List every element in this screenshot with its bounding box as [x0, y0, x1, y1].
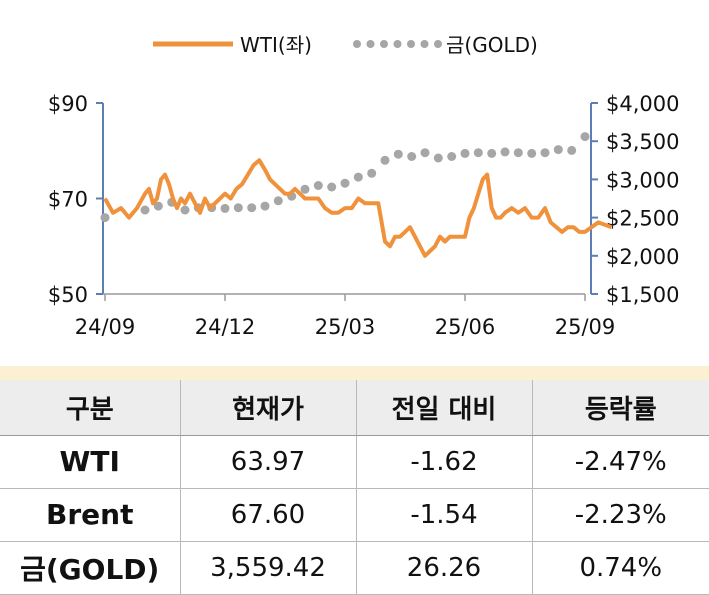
divider-band	[0, 366, 709, 380]
legend-gold-label: 금(GOLD)	[446, 33, 538, 57]
left-tick-label: $70	[48, 188, 88, 212]
gold-point	[353, 172, 363, 182]
legend-gold-dot	[366, 40, 375, 48]
table-header-row: 구분 현재가 전일 대비 등락률	[0, 380, 709, 436]
table-row: 금(GOLD) 3,559.42 26.26 0.74%	[0, 541, 709, 595]
gold-point	[567, 145, 577, 155]
legend-gold-dot	[434, 40, 442, 48]
gold-point	[180, 205, 190, 215]
gold-point	[273, 196, 283, 206]
legend-gold-dot	[407, 40, 415, 48]
quote-table: 구분 현재가 전일 대비 등락률 WTI 63.97 -1.62 -2.47% …	[0, 380, 709, 595]
row-price: 63.97	[179, 435, 356, 489]
row-rate: -2.47%	[531, 435, 709, 489]
gold-point	[487, 148, 497, 158]
gold-point	[447, 152, 457, 161]
gold-point	[233, 203, 243, 213]
gold-point	[540, 148, 550, 158]
right-tick-label: $4,000	[606, 92, 679, 116]
legend-gold-swatch	[353, 40, 442, 48]
left-tick-label: $50	[48, 283, 88, 307]
gold-point	[553, 145, 563, 155]
wti-line	[103, 158, 613, 258]
legend-gold-dot	[380, 40, 388, 48]
x-tick-label: 24/12	[195, 315, 256, 339]
row-change: -1.62	[355, 435, 532, 489]
row-change: 26.26	[355, 541, 532, 595]
gold-point	[100, 213, 110, 223]
row-name: 금(GOLD)	[0, 541, 180, 595]
gold-point	[153, 201, 163, 211]
row-name: WTI	[0, 435, 180, 489]
right-tick-label: $2,000	[606, 245, 679, 269]
header-rate: 등락률	[531, 380, 709, 436]
legend-gold-dot	[420, 40, 429, 48]
row-name: Brent	[0, 488, 180, 542]
wti-series	[103, 158, 613, 258]
chart: WTI(좌) 금(GOLD) $50 $70 $90 $1,500 $2,000 $2,…	[48, 33, 680, 339]
gold-point	[407, 152, 417, 161]
gold-point	[367, 168, 377, 178]
x-tick-label: 25/09	[555, 315, 616, 339]
gold-point	[500, 147, 510, 157]
gold-point	[460, 148, 470, 158]
gold-point	[580, 132, 590, 142]
gold-point	[380, 155, 390, 165]
header-category: 구분	[0, 380, 180, 436]
legend-gold-dot	[353, 40, 361, 48]
row-change: -1.54	[355, 488, 532, 542]
gold-point	[220, 203, 230, 213]
gold-point	[527, 148, 537, 158]
x-tick-label: 25/06	[435, 315, 496, 339]
gold-point	[327, 182, 337, 192]
x-tick-label: 24/09	[75, 315, 136, 339]
gold-point	[247, 203, 257, 213]
gold-point	[433, 153, 443, 163]
header-change: 전일 대비	[355, 380, 532, 436]
row-price: 67.60	[179, 488, 356, 542]
chart-area: WTI(좌) 금(GOLD) $50 $70 $90 $1,500 $2,000 $2,…	[47, 33, 680, 339]
gold-point	[313, 181, 323, 190]
legend: WTI(좌) 금(GOLD)	[153, 33, 538, 57]
gold-point	[473, 148, 483, 158]
row-rate: -2.23%	[531, 488, 709, 542]
header-price: 현재가	[179, 380, 356, 436]
left-tick-label: $90	[48, 92, 88, 116]
right-tick-label: $3,000	[606, 168, 679, 192]
table-row: Brent 67.60 -1.54 -2.23%	[0, 488, 709, 542]
gold-point	[300, 184, 310, 194]
left-axis-ticks: $50 $70 $90	[48, 92, 103, 307]
x-tick-label: 25/03	[315, 315, 376, 339]
legend-wti-label: WTI(좌)	[240, 33, 312, 57]
right-tick-label: $2,500	[606, 207, 679, 231]
legend-gold-dot	[393, 40, 402, 48]
gold-point	[513, 148, 523, 158]
row-rate: 0.74%	[531, 541, 709, 595]
right-tick-label: $3,500	[606, 130, 679, 154]
gold-point	[393, 149, 403, 159]
right-tick-label: $1,500	[606, 283, 679, 307]
row-price: 3,559.42	[179, 541, 356, 595]
right-axis-ticks: $1,500 $2,000 $2,500 $3,000 $3,500 $4,000	[591, 92, 679, 307]
table-row: WTI 63.97 -1.62 -2.47%	[0, 435, 709, 489]
gold-point	[140, 205, 150, 215]
x-axis-ticks: 24/09 24/12 25/03 25/06 25/09	[75, 294, 616, 339]
gold-point	[340, 178, 350, 188]
gold-point	[260, 201, 270, 211]
gold-point	[420, 148, 430, 158]
